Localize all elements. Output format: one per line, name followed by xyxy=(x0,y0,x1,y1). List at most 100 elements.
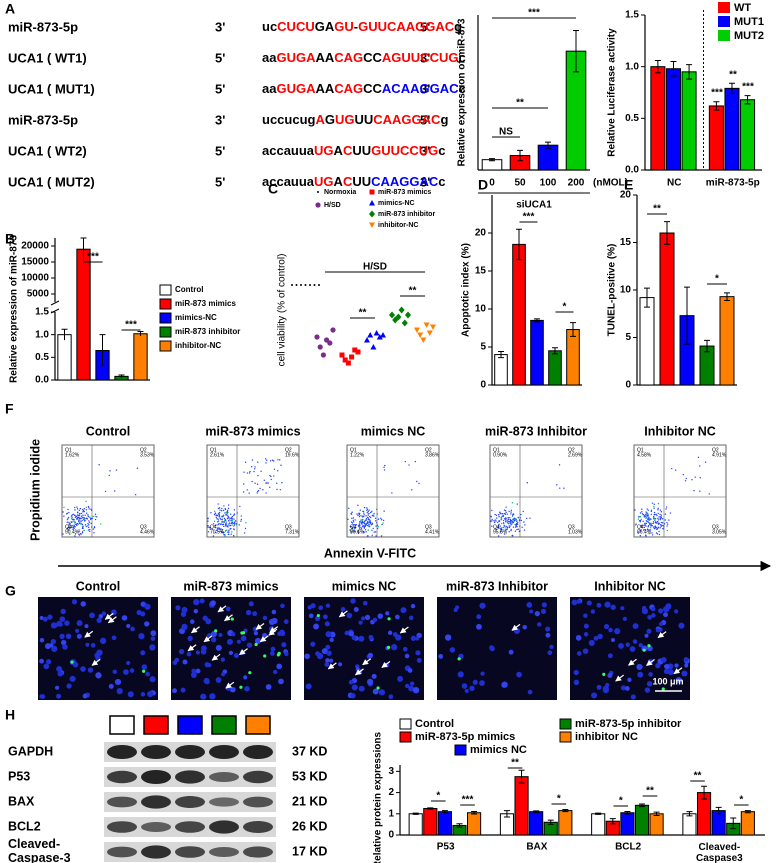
event-dot xyxy=(511,502,514,504)
event-dot xyxy=(658,516,660,518)
event-dot xyxy=(374,531,377,533)
bar xyxy=(494,354,508,386)
legend-label: miR-873 inhibitor xyxy=(378,211,435,218)
quadrant-value: 1.22% xyxy=(350,452,365,458)
bar xyxy=(133,333,148,381)
event-dot xyxy=(416,480,418,483)
text-line: Caspase-3 xyxy=(8,851,71,863)
event-dot xyxy=(224,508,226,510)
sequence-end: 5' xyxy=(215,81,225,96)
quadrant-name: Q1 xyxy=(210,447,217,453)
nucleus xyxy=(243,675,248,680)
event-dot xyxy=(218,507,221,509)
point xyxy=(304,284,307,286)
event-dot xyxy=(655,513,657,516)
event-dot xyxy=(497,527,499,529)
flow-plot xyxy=(633,444,727,538)
blot-band xyxy=(141,822,171,832)
nucleus xyxy=(571,599,578,606)
nucleus xyxy=(180,611,187,618)
event-dot xyxy=(526,482,529,484)
event-dot xyxy=(363,514,365,516)
event-dot xyxy=(646,520,648,522)
quadrant-name: Q4 xyxy=(637,524,644,530)
y-axis-label: Relative expression of miR-873 xyxy=(457,18,468,166)
nucleus xyxy=(526,602,533,608)
event-dot xyxy=(232,522,234,525)
event-dot xyxy=(224,524,227,526)
error-bar xyxy=(570,322,576,337)
event-dot xyxy=(377,518,380,520)
event-dot xyxy=(499,525,501,527)
blot-size: 21 KD xyxy=(292,794,327,808)
event-dot xyxy=(383,469,386,471)
event-dot xyxy=(362,515,365,518)
nucleus xyxy=(620,685,627,691)
event-dot xyxy=(495,520,497,522)
event-dot xyxy=(693,489,695,492)
sequence-name: UCA1 ( WT1) xyxy=(8,50,87,65)
nucleus xyxy=(98,613,104,619)
error-bar xyxy=(517,149,523,162)
event-dot xyxy=(408,464,410,466)
nucleus xyxy=(545,626,551,632)
event-dot xyxy=(384,464,386,467)
event-dot xyxy=(356,513,358,515)
event-dot xyxy=(646,516,648,519)
event-dot xyxy=(512,526,515,528)
event-dot xyxy=(73,514,76,517)
event-dot xyxy=(650,524,652,526)
event-dot xyxy=(361,516,364,518)
error-bar xyxy=(498,351,504,359)
arrow xyxy=(255,623,265,630)
quadrant-value: 90.4% xyxy=(65,529,80,535)
event-dot xyxy=(215,516,218,519)
event-dot xyxy=(233,521,235,523)
event-dot xyxy=(234,520,237,522)
nucleus xyxy=(620,606,625,611)
nucleus xyxy=(172,660,178,666)
sequence-segment: AA xyxy=(315,81,334,96)
nucleus xyxy=(270,651,275,656)
tunel-positive xyxy=(248,671,252,675)
event-dot xyxy=(263,479,266,481)
event-dot xyxy=(500,516,502,519)
nucleus xyxy=(364,614,371,620)
nucleus xyxy=(355,667,360,672)
nucleus xyxy=(112,669,118,675)
nucleus xyxy=(372,688,379,695)
event-dot xyxy=(669,512,672,514)
event-dot xyxy=(225,511,227,514)
bar xyxy=(620,812,635,836)
nucleus xyxy=(71,599,78,605)
nucleus xyxy=(464,688,469,694)
bar xyxy=(659,232,675,386)
nucleus xyxy=(56,620,63,627)
quadrant-value: 86.4% xyxy=(637,529,652,535)
event-dot xyxy=(74,533,77,535)
nucleus xyxy=(140,692,146,697)
event-dot xyxy=(82,525,84,528)
event-dot xyxy=(216,514,219,517)
event-dot xyxy=(81,523,84,526)
nucleus xyxy=(641,608,649,615)
event-dot xyxy=(73,522,76,524)
nucleus xyxy=(385,611,390,616)
event-dot xyxy=(558,464,561,466)
nucleus xyxy=(409,681,415,686)
y-tick-label: 0 xyxy=(625,380,631,391)
event-dot xyxy=(641,508,643,510)
event-dot xyxy=(214,512,217,515)
legend-swatch xyxy=(399,731,412,743)
point xyxy=(417,332,424,338)
event-dot xyxy=(494,520,496,522)
event-dot xyxy=(668,519,670,521)
nucleus xyxy=(346,612,353,619)
x-axis-unit: (nMOL) xyxy=(593,178,628,189)
nucleus xyxy=(607,673,613,679)
nucleus xyxy=(62,644,68,650)
sequence-end: 5' xyxy=(215,174,225,189)
event-dot xyxy=(499,531,502,533)
nucleus xyxy=(337,662,343,667)
panel-label: B xyxy=(5,231,15,247)
